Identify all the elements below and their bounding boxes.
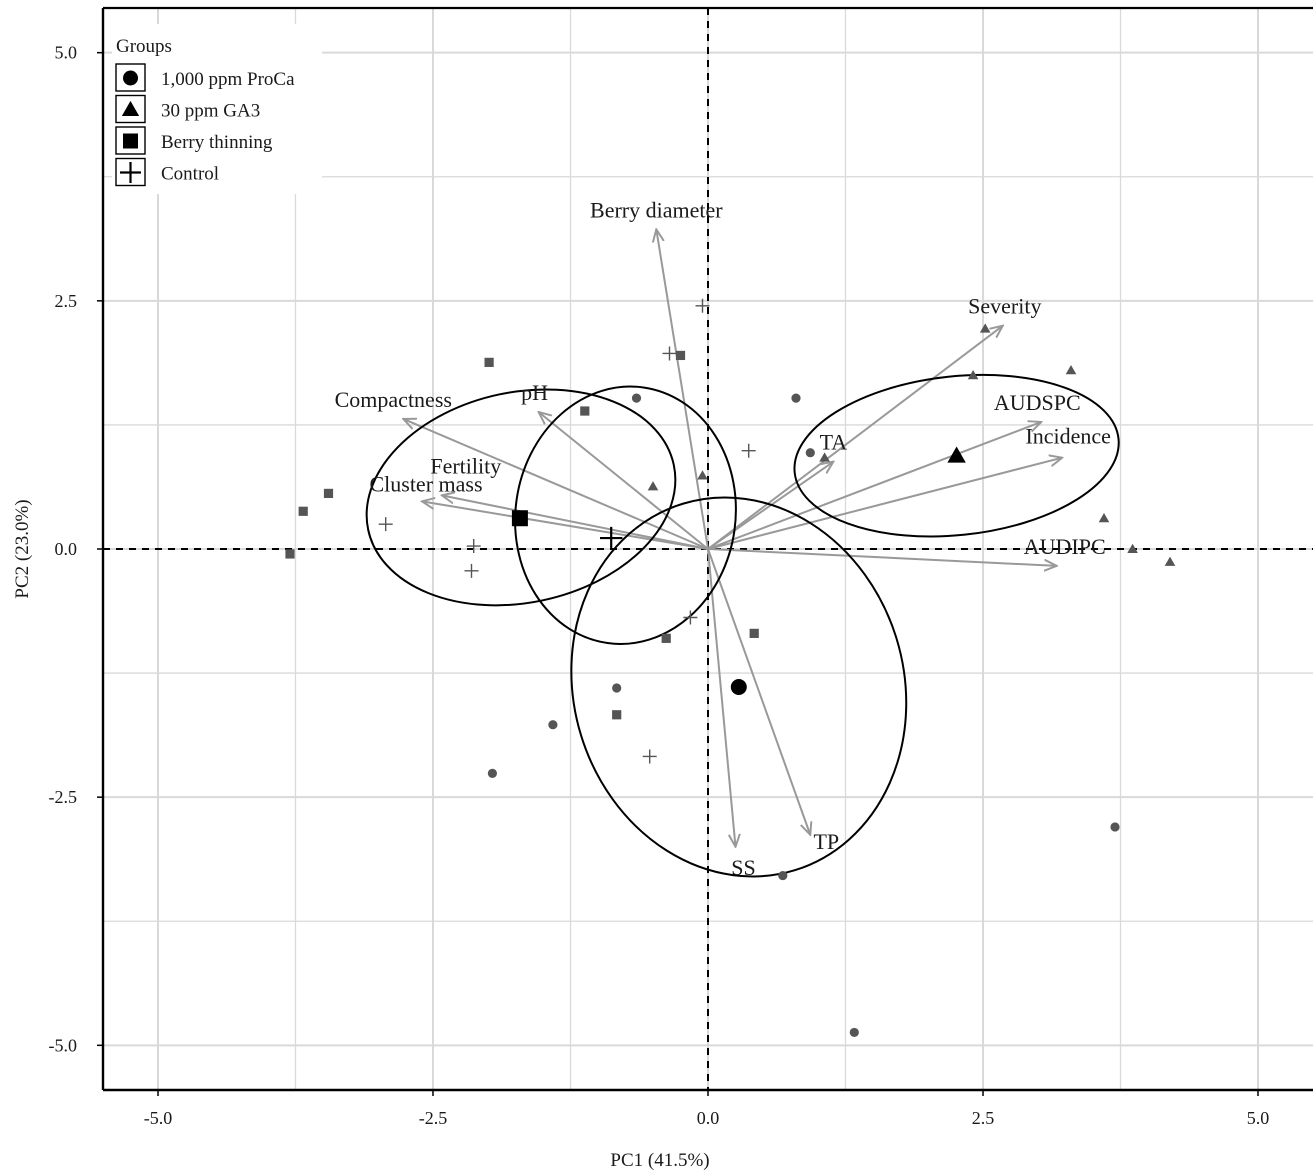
y-tick-label: 5.0 xyxy=(55,43,78,63)
loading-label-ph: pH xyxy=(521,380,548,405)
legend: Groups 1,000 ppm ProCa 30 ppm GA3 Berry thi… xyxy=(112,24,322,194)
data-point-30-ppm-ga3 xyxy=(1098,512,1110,523)
centroid-berry-thinning xyxy=(511,510,528,527)
data-point-berry-thinning xyxy=(661,633,671,643)
data-point-berry-thinning xyxy=(675,350,686,361)
data-point-30-ppm-ga3 xyxy=(1164,556,1176,566)
ellipse-30-ppm-ga3 xyxy=(793,373,1120,538)
loading-arrow-incidence xyxy=(707,458,1062,550)
loading-arrow-audspc xyxy=(707,422,1041,550)
data-point-control xyxy=(466,539,481,554)
ellipse-berry-thinning xyxy=(365,388,677,607)
loading-label-audspc: AUDSPC xyxy=(994,390,1081,415)
x-tick-label: 0.0 xyxy=(697,1108,720,1128)
legend-entry-berry-thinning: Berry thinning xyxy=(161,132,273,153)
loading-arrow-tp xyxy=(707,548,810,835)
loading-label-fertility: Fertility xyxy=(430,453,501,478)
data-point-1-000-ppm-proca xyxy=(1110,822,1120,832)
loading-label-tp: TP xyxy=(813,829,839,854)
data-point-1-000-ppm-proca xyxy=(805,448,815,458)
loading-arrow-fertility xyxy=(442,495,709,550)
group-centroids xyxy=(511,446,966,695)
legend-marker-control xyxy=(120,162,141,183)
data-point-30-ppm-ga3 xyxy=(1127,543,1138,553)
ellipse-control xyxy=(514,385,737,645)
data-point-30-ppm-ga3 xyxy=(979,323,991,333)
observation-points xyxy=(285,298,1176,1038)
confidence-ellipses xyxy=(365,373,1120,878)
legend-marker-30-ppm-ga3 xyxy=(121,100,140,116)
x-tick-label: -5.0 xyxy=(144,1108,173,1128)
loading-label-cluster-mass: Cluster mass xyxy=(369,471,482,496)
data-point-berry-thinning xyxy=(749,628,759,638)
y-tick-label: -2.5 xyxy=(49,787,78,807)
loading-label-ss: SS xyxy=(731,855,755,880)
legend-marker-berry-thinning xyxy=(123,133,138,149)
loading-arrow-severity xyxy=(707,326,1003,550)
loading-arrow-cluster-mass xyxy=(422,501,709,550)
data-point-berry-thinning xyxy=(285,549,295,559)
data-point-30-ppm-ga3 xyxy=(1065,365,1077,375)
legend-entry-control: Control xyxy=(161,164,219,185)
data-point-1-000-ppm-proca xyxy=(487,768,497,778)
data-point-berry-thinning xyxy=(580,406,590,416)
legend-key-box xyxy=(115,126,146,155)
data-point-control xyxy=(683,610,698,625)
legend-marker-1-000-ppm-proca xyxy=(123,70,138,86)
y-tick-label: 2.5 xyxy=(55,291,78,311)
data-point-1-000-ppm-proca xyxy=(612,683,622,693)
data-point-berry-thinning xyxy=(612,710,622,720)
data-point-control xyxy=(741,443,756,458)
data-point-control xyxy=(464,563,479,578)
x-tick-label: 5.0 xyxy=(1247,1108,1270,1128)
legend-entry-1-000-ppm-proca: 1,000 ppm ProCa xyxy=(161,69,295,90)
loading-arrow-audipc xyxy=(707,548,1057,566)
legend-entry-30-ppm-ga3: 30 ppm GA3 xyxy=(161,101,260,122)
data-point-control xyxy=(642,749,657,764)
data-point-1-000-ppm-proca xyxy=(778,870,788,881)
centroid-30-ppm-ga3 xyxy=(947,446,966,463)
data-point-berry-thinning xyxy=(484,357,494,367)
data-point-30-ppm-ga3 xyxy=(819,452,830,462)
y-axis-label: PC2 (23.0%) xyxy=(12,499,33,598)
data-point-1-000-ppm-proca xyxy=(631,393,642,403)
data-point-control xyxy=(695,298,710,313)
axes: -5.0 -2.5 0.0 2.5 5.0 -5.0 -2.5 0.0 2.5 5.0 xyxy=(49,6,1313,1128)
ellipse-1-000-ppm-proca xyxy=(570,496,908,878)
data-point-control xyxy=(662,346,677,361)
data-point-berry-thinning xyxy=(323,488,334,499)
loading-arrow-compactness xyxy=(403,419,709,550)
centroid-control xyxy=(600,526,623,550)
data-point-30-ppm-ga3 xyxy=(697,470,708,480)
data-point-30-ppm-ga3 xyxy=(967,369,979,380)
data-point-1-000-ppm-proca xyxy=(791,393,801,403)
y-tick-label: -5.0 xyxy=(49,1035,78,1055)
x-tick-label: 2.5 xyxy=(972,1108,995,1128)
loading-arrow-ss xyxy=(707,548,736,847)
centroid-1-000-ppm-proca xyxy=(730,678,747,695)
legend-background xyxy=(112,24,322,194)
loading-label-audipc: AUDIPC xyxy=(1024,534,1106,559)
loading-label-incidence: Incidence xyxy=(1025,424,1111,449)
data-point-berry-thinning xyxy=(298,506,308,516)
loading-label-severity: Severity xyxy=(968,294,1041,319)
x-tick-label: -2.5 xyxy=(419,1108,448,1128)
loading-label-ta: TA xyxy=(820,430,848,455)
loading-label-berry-diameter: Berry diameter xyxy=(590,197,723,222)
data-point-control xyxy=(378,517,393,532)
loading-labels: Berry diameter Severity AUDSPC Incidence TA A… xyxy=(335,197,1111,879)
x-axis-label: PC1 (41.5%) xyxy=(610,1150,709,1170)
data-point-30-ppm-ga3 xyxy=(647,481,659,491)
loading-arrows xyxy=(403,229,1062,846)
loading-arrow-berry-diameter xyxy=(656,229,709,550)
data-point-1-000-ppm-proca xyxy=(548,720,558,730)
data-point-1-000-ppm-proca xyxy=(849,1027,859,1038)
legend-title: Groups xyxy=(116,36,172,57)
loading-arrow-ph xyxy=(539,412,709,550)
y-tick-label: 0.0 xyxy=(55,539,78,559)
loading-label-compactness: Compactness xyxy=(335,387,452,412)
